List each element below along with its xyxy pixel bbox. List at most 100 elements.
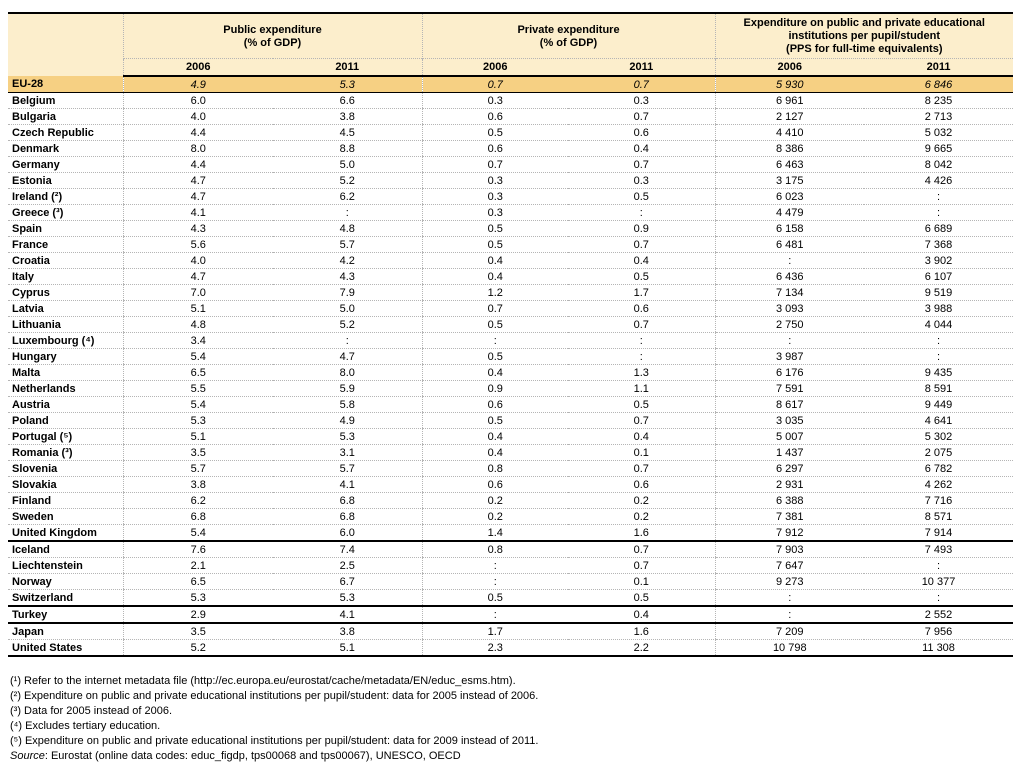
value-cell: 4 641	[864, 412, 1014, 429]
value-cell: 0.7	[568, 460, 716, 477]
value-cell: 0.5	[568, 268, 716, 285]
value-cell: 7 914	[864, 524, 1014, 542]
value-cell: 0.1	[568, 573, 716, 590]
value-cell: 0.3	[568, 172, 716, 189]
table-row: Turkey 2.9 4.1:0.4:2 552	[8, 605, 1014, 624]
footnote: (²) Expenditure on public and private ed…	[10, 690, 539, 702]
value-cell: 6.7	[273, 573, 423, 590]
value-cell: 7 912	[714, 524, 865, 542]
value-cell: 6.0	[273, 524, 423, 542]
value-cell: 6.5	[122, 364, 273, 381]
value-cell: 4 044	[864, 316, 1014, 333]
table-row: Romania (³) 3.5 3.1 0.4 0.1 1 437 2 075	[8, 444, 1014, 461]
value-cell: 0.5	[421, 124, 569, 141]
group-title-line: (% of GDP)	[539, 36, 598, 49]
table-body: EU-28 4.9 5.3 0.7 0.7 5 930 6 846 Belgium 6.0 6.6…	[8, 76, 1014, 657]
value-cell: 0.7	[568, 108, 716, 125]
table-row: Hungary 5.4 4.7 0.5:3 987:	[8, 348, 1014, 365]
country-label: Slovakia	[8, 476, 123, 493]
value-cell: 0.7	[568, 540, 716, 558]
value-cell: 0.3	[421, 172, 569, 189]
value-cell: :	[421, 557, 569, 574]
value-cell: 4.3	[122, 220, 273, 237]
footnote: (⁵) Expenditure on public and private ed…	[10, 735, 539, 747]
value-cell: 2 075	[864, 444, 1014, 461]
value-cell: 4 410	[714, 124, 865, 141]
footnote: (¹) Refer to the internet metadata file …	[10, 675, 516, 687]
value-cell: 0.4	[568, 605, 716, 624]
value-cell: 3 035	[714, 412, 865, 429]
value-cell: 3 987	[714, 348, 865, 365]
value-cell: 0.2	[568, 508, 716, 525]
value-cell: 4.3	[273, 268, 423, 285]
country-label: United Kingdom	[8, 524, 123, 542]
footnote: (³) Data for 2005 instead of 2006.	[10, 705, 173, 717]
value-cell: 9 665	[864, 140, 1014, 157]
country-label: Estonia	[8, 172, 123, 189]
table-row: Greece (³) 4.1:0.3:4 479:	[8, 204, 1014, 221]
value-cell: 5.2	[273, 316, 423, 333]
value-cell: :	[864, 204, 1014, 221]
group-title-line: Expenditure on public and private educat…	[743, 17, 985, 29]
table-row: Sweden 6.8 6.8 0.2 0.2 7 381 8 571	[8, 508, 1014, 525]
value-cell: 7.6	[122, 540, 273, 558]
table-row: Austria 5.4 5.8 0.6 0.5 8 617 9 449	[8, 396, 1014, 413]
country-label: Norway	[8, 573, 123, 590]
table-row: Estonia 4.7 5.2 0.3 0.3 3 175 4 426	[8, 172, 1014, 189]
value-cell: 7.9	[273, 284, 423, 301]
value-cell: 7 381	[714, 508, 865, 525]
eu-aggregate-row: EU-28 4.9 5.3 0.7 0.7 5 930 6 846	[8, 76, 1014, 93]
value-cell: 6 107	[864, 268, 1014, 285]
value-cell: 0.5	[421, 348, 569, 365]
table-row: Bulgaria 4.0 3.8 0.6 0.7 2 127 2 713	[8, 108, 1014, 125]
group-title-line: (% of GDP)	[243, 36, 302, 49]
value-cell: :	[714, 589, 865, 607]
value-cell: 8 617	[714, 396, 865, 413]
value-cell: 0.2	[421, 492, 569, 509]
value-cell: 7 134	[714, 284, 865, 301]
value-cell: 9 273	[714, 573, 865, 590]
value-cell: 6 388	[714, 492, 865, 509]
value-cell: 0.3	[421, 204, 569, 221]
value-cell: 5 007	[714, 428, 865, 445]
value-cell: 0.7	[421, 156, 569, 173]
value-cell: 4 262	[864, 476, 1014, 493]
value-cell: 7 716	[864, 492, 1014, 509]
country-label: Lithuania	[8, 316, 123, 333]
value-cell: 5.3	[122, 412, 273, 429]
value-cell: 0.6	[568, 300, 716, 317]
value-cell: 2.5	[273, 557, 423, 574]
value-cell: 0.2	[568, 492, 716, 509]
value-cell: 6.5	[122, 573, 273, 590]
footnote: (⁴) Excludes tertiary education.	[10, 720, 161, 732]
value-cell: 0.7	[421, 76, 569, 93]
table-row: Japan 3.5 3.8 1.7 1.6 7 209 7 956	[8, 622, 1014, 640]
table-row: Slovakia 3.8 4.1 0.6 0.6 2 931 4 262	[8, 476, 1014, 493]
country-label: Ireland (²)	[8, 188, 123, 205]
table-row: United Kingdom 5.4 6.0 1.4 1.6 7 912 7 914	[8, 524, 1014, 542]
value-cell: 5.3	[122, 589, 273, 607]
value-cell: 0.5	[421, 236, 569, 253]
value-cell: 0.7	[568, 236, 716, 253]
country-label: Italy	[8, 268, 123, 285]
value-cell: 7 647	[714, 557, 865, 574]
value-cell: 4.4	[122, 156, 273, 173]
value-cell: 3.5	[122, 622, 273, 640]
value-cell: 5.5	[122, 380, 273, 397]
value-cell: 1.6	[568, 622, 716, 640]
table-row: Denmark 8.0 8.8 0.6 0.4 8 386 9 665	[8, 140, 1014, 157]
value-cell: 5.6	[122, 236, 273, 253]
country-label: Latvia	[8, 300, 123, 317]
value-cell: 3 175	[714, 172, 865, 189]
year-header: 2011	[568, 58, 716, 77]
value-cell: :	[714, 605, 865, 624]
country-label: Poland	[8, 412, 123, 429]
country-label: Austria	[8, 396, 123, 413]
value-cell: 4.9	[122, 76, 273, 93]
value-cell: :	[714, 252, 865, 269]
country-label: United States	[8, 639, 123, 657]
value-cell: 0.6	[421, 476, 569, 493]
value-cell: 0.6	[568, 124, 716, 141]
value-cell: 6 158	[714, 220, 865, 237]
